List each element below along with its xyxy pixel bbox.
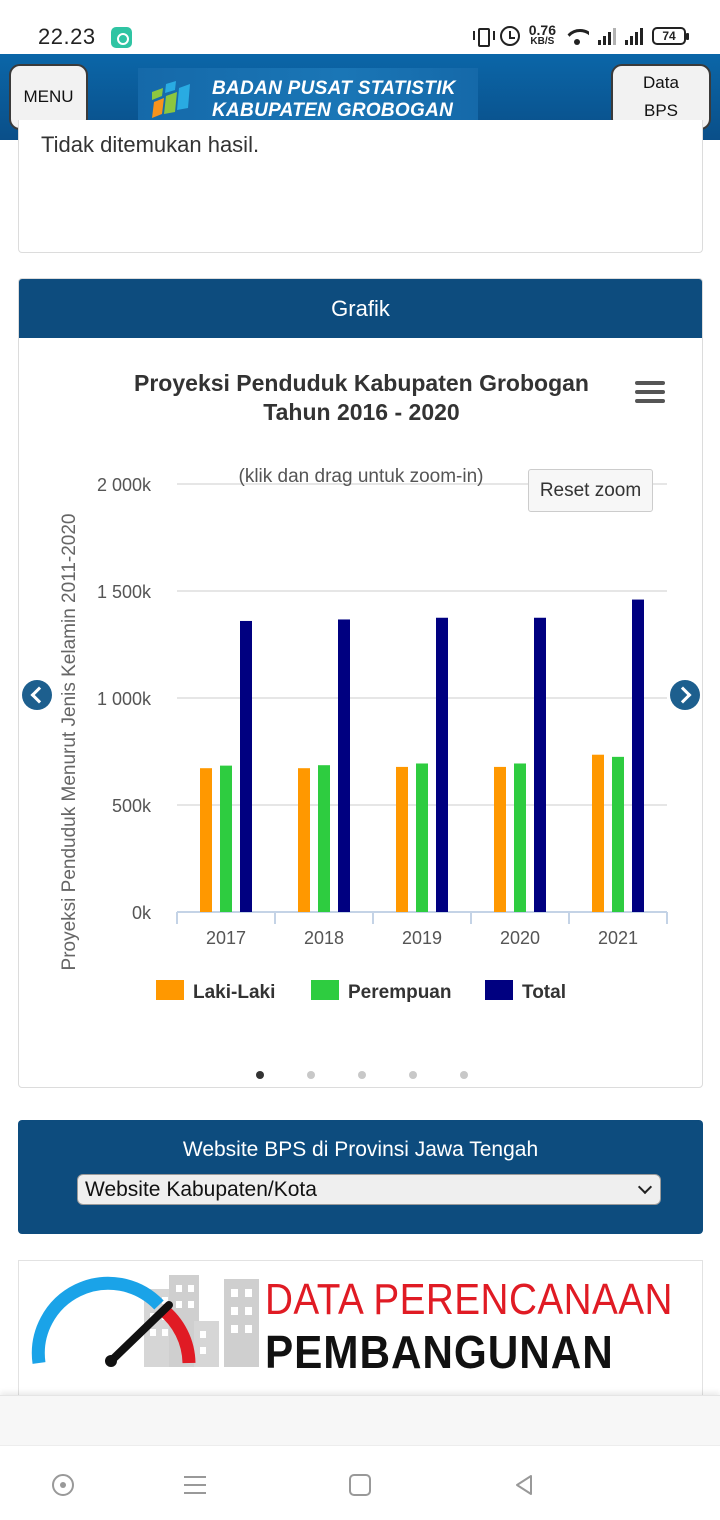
bps-logo-icon bbox=[152, 81, 190, 118]
bar-perempuan-2021[interactable] bbox=[612, 756, 624, 912]
carousel-dot[interactable] bbox=[307, 1071, 315, 1079]
bar-laki-laki-2018[interactable] bbox=[298, 768, 310, 912]
battery-icon: 74 bbox=[652, 27, 689, 45]
network-speed-value: 0.76 bbox=[528, 22, 556, 38]
legend-item-laki-laki[interactable]: Laki-Laki bbox=[156, 980, 275, 1003]
bar-laki-laki-2019[interactable] bbox=[396, 766, 408, 912]
y-tick-label: 0k bbox=[132, 903, 152, 923]
legend-swatch bbox=[156, 980, 184, 1000]
banner-line-2: PEMBANGUNAN bbox=[265, 1326, 614, 1378]
legend-item-perempuan[interactable]: Perempuan bbox=[311, 980, 451, 1003]
bar-perempuan-2018[interactable] bbox=[318, 765, 330, 912]
bar-perempuan-2017[interactable] bbox=[220, 765, 232, 912]
logo-line-2: KABUPATEN GROBOGAN bbox=[212, 100, 454, 121]
x-tick-label: 2020 bbox=[500, 928, 540, 948]
nav-menu-icon[interactable] bbox=[184, 1476, 206, 1494]
signal-icon-2 bbox=[625, 27, 643, 45]
legend-label: Laki-Laki bbox=[193, 982, 275, 1003]
chart-legend: Laki-Laki Perempuan Total bbox=[156, 980, 566, 1003]
app-notification-icon bbox=[111, 27, 132, 48]
menu-button[interactable]: MENU bbox=[9, 64, 88, 130]
no-results-text: Tidak ditemukan hasil. bbox=[41, 132, 260, 157]
grafik-card: Grafik Proyeksi Penduduk Kabupaten Grobo… bbox=[18, 278, 703, 1088]
y-tick-label: 1 000k bbox=[97, 689, 152, 709]
legend-label: Perempuan bbox=[348, 982, 451, 1003]
bar-total-2018[interactable] bbox=[338, 619, 350, 912]
data-perencanaan-banner[interactable]: DATA PERENCANAAN PEMBANGUNAN bbox=[18, 1260, 703, 1400]
network-speed-unit: KB/S bbox=[530, 36, 555, 47]
x-tick-label: 2021 bbox=[598, 928, 638, 948]
vibrate-icon bbox=[472, 25, 495, 47]
legend-item-total[interactable]: Total bbox=[485, 980, 566, 1003]
site-header: MENU BADAN PUSAT STATISTIK KABUPATEN GRO… bbox=[0, 54, 720, 140]
legend-swatch bbox=[485, 980, 513, 1000]
y-axis-ticks: 0k 500k 1 000k 1 500k 2 000k bbox=[97, 475, 152, 923]
carousel-dot[interactable] bbox=[358, 1071, 366, 1079]
website-select-value: Website Kabupaten/Kota bbox=[85, 1177, 317, 1201]
data-bps-button[interactable]: Data BPS bbox=[611, 64, 711, 130]
y-tick-label: 1 500k bbox=[97, 582, 152, 602]
status-indicators: 0.76 KB/S 74 bbox=[472, 22, 689, 50]
bar-laki-laki-2021[interactable] bbox=[592, 754, 604, 912]
nav-recents-icon[interactable] bbox=[52, 1474, 74, 1496]
bar-laki-laki-2017[interactable] bbox=[200, 768, 212, 912]
bar-total-2021[interactable] bbox=[632, 599, 644, 912]
y-tick-label: 500k bbox=[112, 796, 152, 816]
chart-title-line-2: Tahun 2016 - 2020 bbox=[263, 399, 460, 425]
chart-context-menu-icon[interactable] bbox=[635, 381, 665, 403]
bps-logo[interactable]: BADAN PUSAT STATISTIK KABUPATEN GROBOGAN bbox=[138, 68, 478, 128]
data-bps-line-1: Data bbox=[643, 73, 679, 92]
legend-swatch bbox=[311, 980, 339, 1000]
chart-title: Proyeksi Penduduk Kabupaten Grobogan Tah… bbox=[79, 369, 644, 427]
bar-perempuan-2019[interactable] bbox=[416, 763, 428, 912]
chart-title-line-1: Proyeksi Penduduk Kabupaten Grobogan bbox=[134, 370, 589, 396]
android-nav-bar bbox=[0, 1445, 720, 1520]
banner-line-1: DATA PERENCANAAN bbox=[265, 1275, 673, 1324]
speedometer-buildings-icon bbox=[31, 1275, 259, 1367]
network-speed: 0.76 KB/S bbox=[528, 22, 556, 47]
logo-line-1: BADAN PUSAT STATISTIK bbox=[212, 78, 456, 99]
alarm-icon bbox=[499, 26, 520, 46]
bar-total-2017[interactable] bbox=[240, 620, 252, 912]
carousel-prev-icon[interactable] bbox=[22, 680, 52, 710]
reset-zoom-button[interactable]: Reset zoom bbox=[528, 469, 653, 512]
carousel-next-icon[interactable] bbox=[670, 680, 700, 710]
zoom-hint: (klik dan drag untuk zoom-in) bbox=[239, 466, 484, 487]
website-bps-card: Website BPS di Provinsi Jawa Tengah Webs… bbox=[18, 1120, 703, 1234]
page-bottom-strip bbox=[0, 1395, 720, 1445]
carousel-dot[interactable] bbox=[460, 1071, 468, 1079]
y-tick-label: 2 000k bbox=[97, 475, 152, 495]
y-axis-label: Proyeksi Penduduk Menurut Jenis Kelamin … bbox=[59, 514, 80, 971]
status-time: 22.23 bbox=[38, 24, 96, 49]
bar-total-2020[interactable] bbox=[534, 617, 546, 912]
signal-icon-1 bbox=[598, 27, 616, 45]
legend-label: Total bbox=[522, 982, 566, 1003]
carousel-dots bbox=[19, 1071, 702, 1081]
status-bar: 22.23 0.76 KB/S 74 bbox=[0, 0, 720, 54]
data-bps-line-2: BPS bbox=[643, 101, 679, 120]
carousel-dot[interactable] bbox=[409, 1071, 417, 1079]
search-results-card: Tidak ditemukan hasil. bbox=[18, 120, 703, 253]
bar-perempuan-2020[interactable] bbox=[514, 763, 526, 912]
nav-back-icon[interactable] bbox=[512, 1473, 536, 1497]
x-tick-label: 2019 bbox=[402, 928, 442, 948]
bar-total-2019[interactable] bbox=[436, 617, 448, 912]
carousel-dot[interactable] bbox=[256, 1071, 264, 1079]
nav-home-icon[interactable] bbox=[349, 1474, 371, 1496]
website-bps-title: Website BPS di Provinsi Jawa Tengah bbox=[182, 1138, 539, 1161]
x-tick-label: 2018 bbox=[304, 928, 344, 948]
chevron-down-icon bbox=[637, 1179, 653, 1195]
bar-laki-laki-2020[interactable] bbox=[494, 766, 506, 912]
wifi-icon bbox=[565, 27, 589, 45]
grafik-header: Grafik bbox=[19, 279, 702, 338]
x-tick-label: 2017 bbox=[206, 928, 246, 948]
x-axis-ticks: 2017 2018 2019 2020 2021 bbox=[176, 912, 668, 948]
chart-bars bbox=[200, 599, 644, 912]
website-select[interactable]: Website Kabupaten/Kota bbox=[77, 1174, 661, 1205]
bar-chart[interactable]: 0k 500k 1 000k 1 500k 2 000k 2017 2018 2019 202… bbox=[19, 449, 703, 1009]
logo-text: BADAN PUSAT STATISTIK KABUPATEN GROBOGAN bbox=[212, 78, 456, 122]
